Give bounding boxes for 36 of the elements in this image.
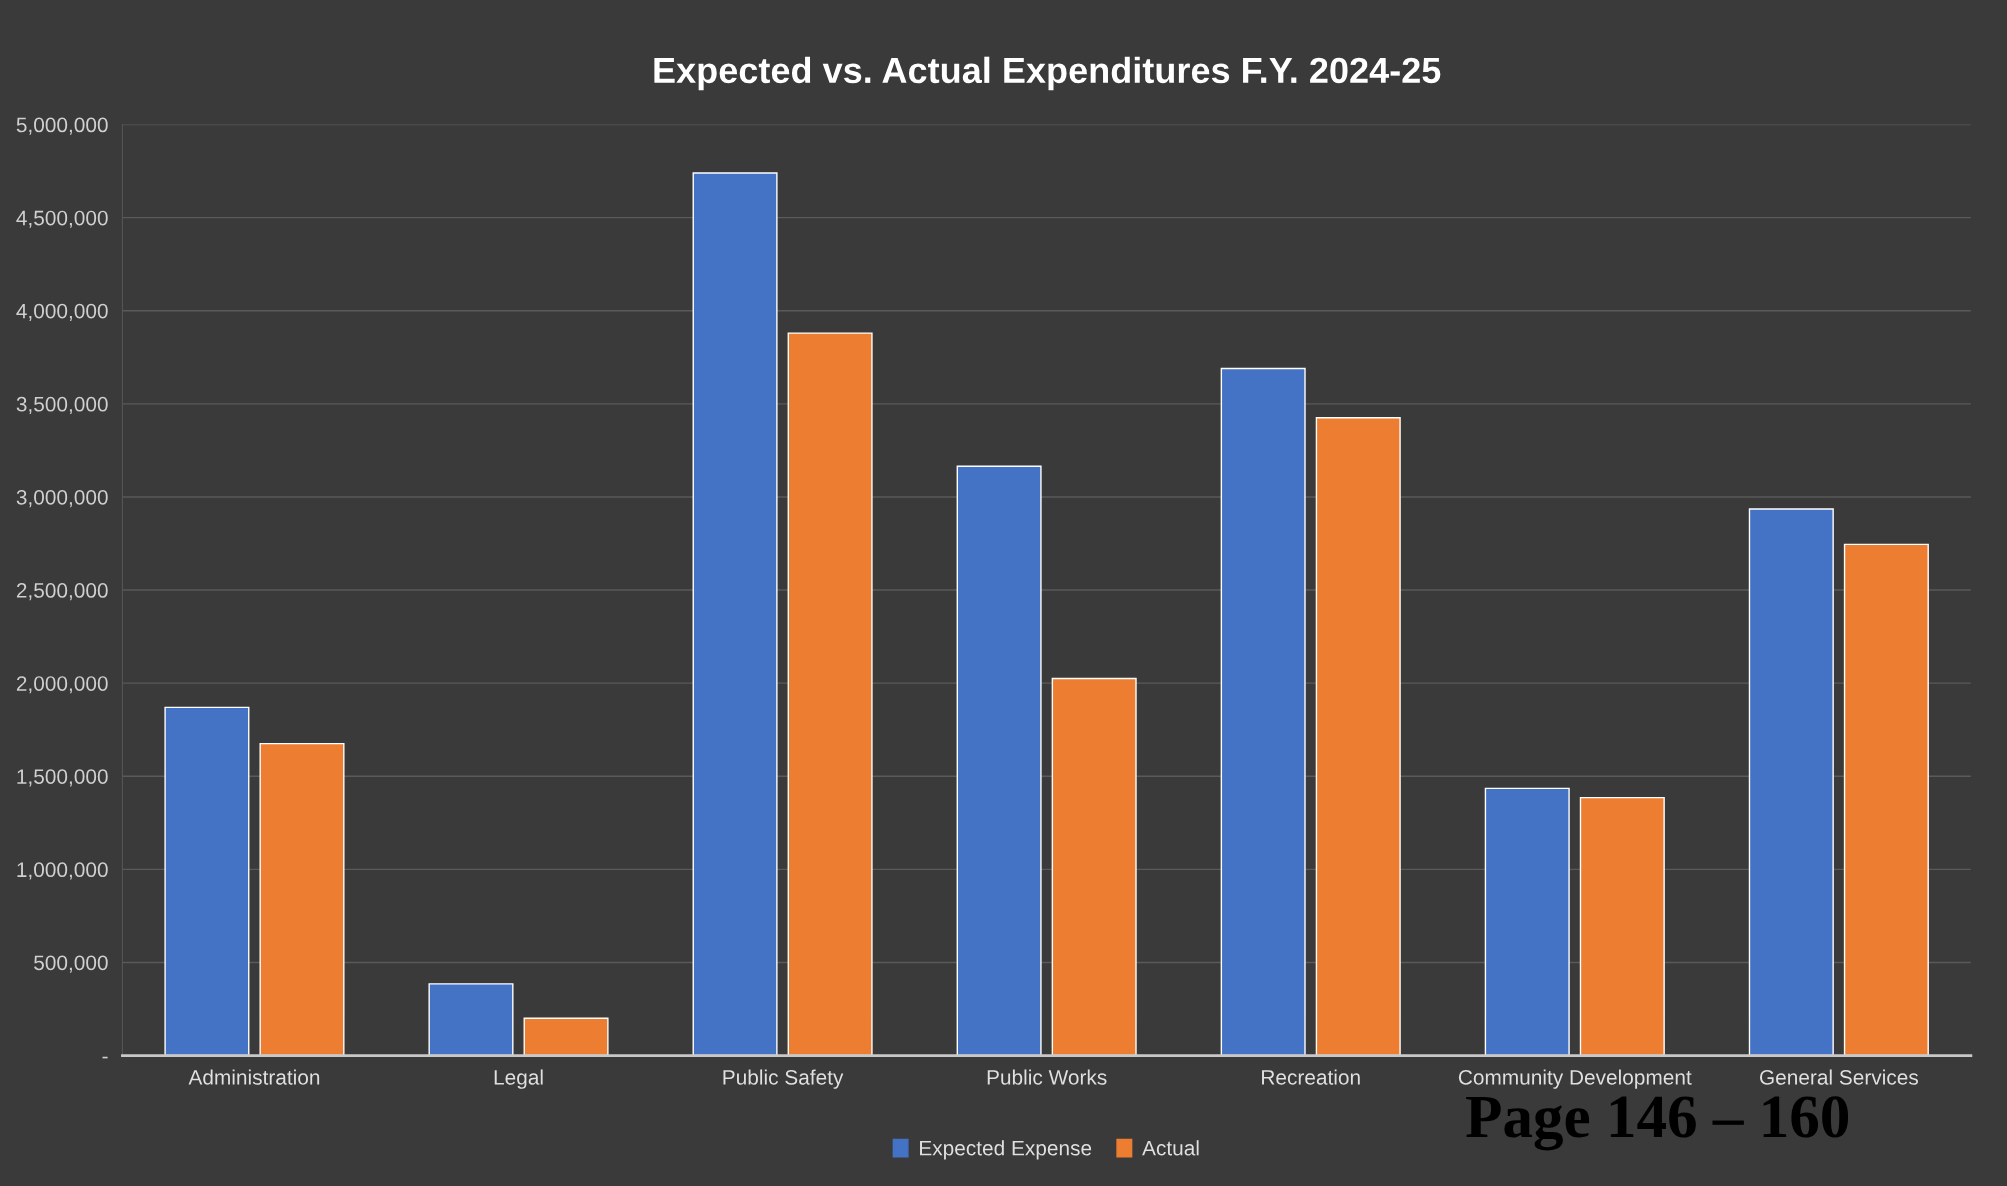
y-tick-label: 2,000,000: [16, 676, 108, 694]
chart-title: Expected vs. Actual Expenditures F.Y. 2024-25: [654, 56, 1441, 91]
bar: [1579, 796, 1665, 1056]
y-tick-label: 3,500,000: [16, 396, 108, 415]
y-tick-label: 1,000,000: [17, 862, 108, 880]
x-tick-label: Public Safety: [723, 1069, 844, 1089]
y-tick-label: 4,500,000: [16, 210, 108, 228]
legend-label: Expected Expense: [920, 1140, 1092, 1160]
bar: [164, 706, 250, 1056]
text: Page 146 – 160: [1466, 1096, 1849, 1151]
x-tick-label: Legal: [494, 1069, 543, 1089]
bar: [1484, 787, 1570, 1056]
bar: [1315, 417, 1401, 1056]
y-tick-label: 4,000,000: [16, 303, 108, 321]
x-tick-label: Administration: [188, 1069, 320, 1085]
y-tick-label: 2,500,000: [16, 583, 108, 601]
bar: [692, 172, 778, 1056]
y-tick-label: 3,000,000: [16, 489, 108, 508]
legend-label: Actual: [1142, 1140, 1199, 1156]
bar: [1748, 508, 1834, 1056]
bar: [259, 742, 345, 1056]
y-tick-label: -: [102, 1056, 108, 1059]
bar: [787, 332, 873, 1056]
y-tick-label: 1,500,000: [17, 769, 108, 787]
x-tick-label: Recreation: [1262, 1069, 1360, 1085]
x-tick-label: General Services: [1760, 1069, 1918, 1085]
bar: [1843, 543, 1929, 1056]
x-tick-label: Public Works: [987, 1069, 1107, 1085]
y-tick-label: 500,000: [34, 955, 108, 973]
y-tick-label: 5,000,000: [16, 117, 108, 135]
bar: [1051, 677, 1137, 1056]
bar: [1220, 367, 1306, 1056]
bar: [523, 1017, 609, 1056]
x-tick-label: Community Development: [1458, 1069, 1692, 1089]
bar: [956, 465, 1042, 1056]
bar: [428, 983, 514, 1056]
